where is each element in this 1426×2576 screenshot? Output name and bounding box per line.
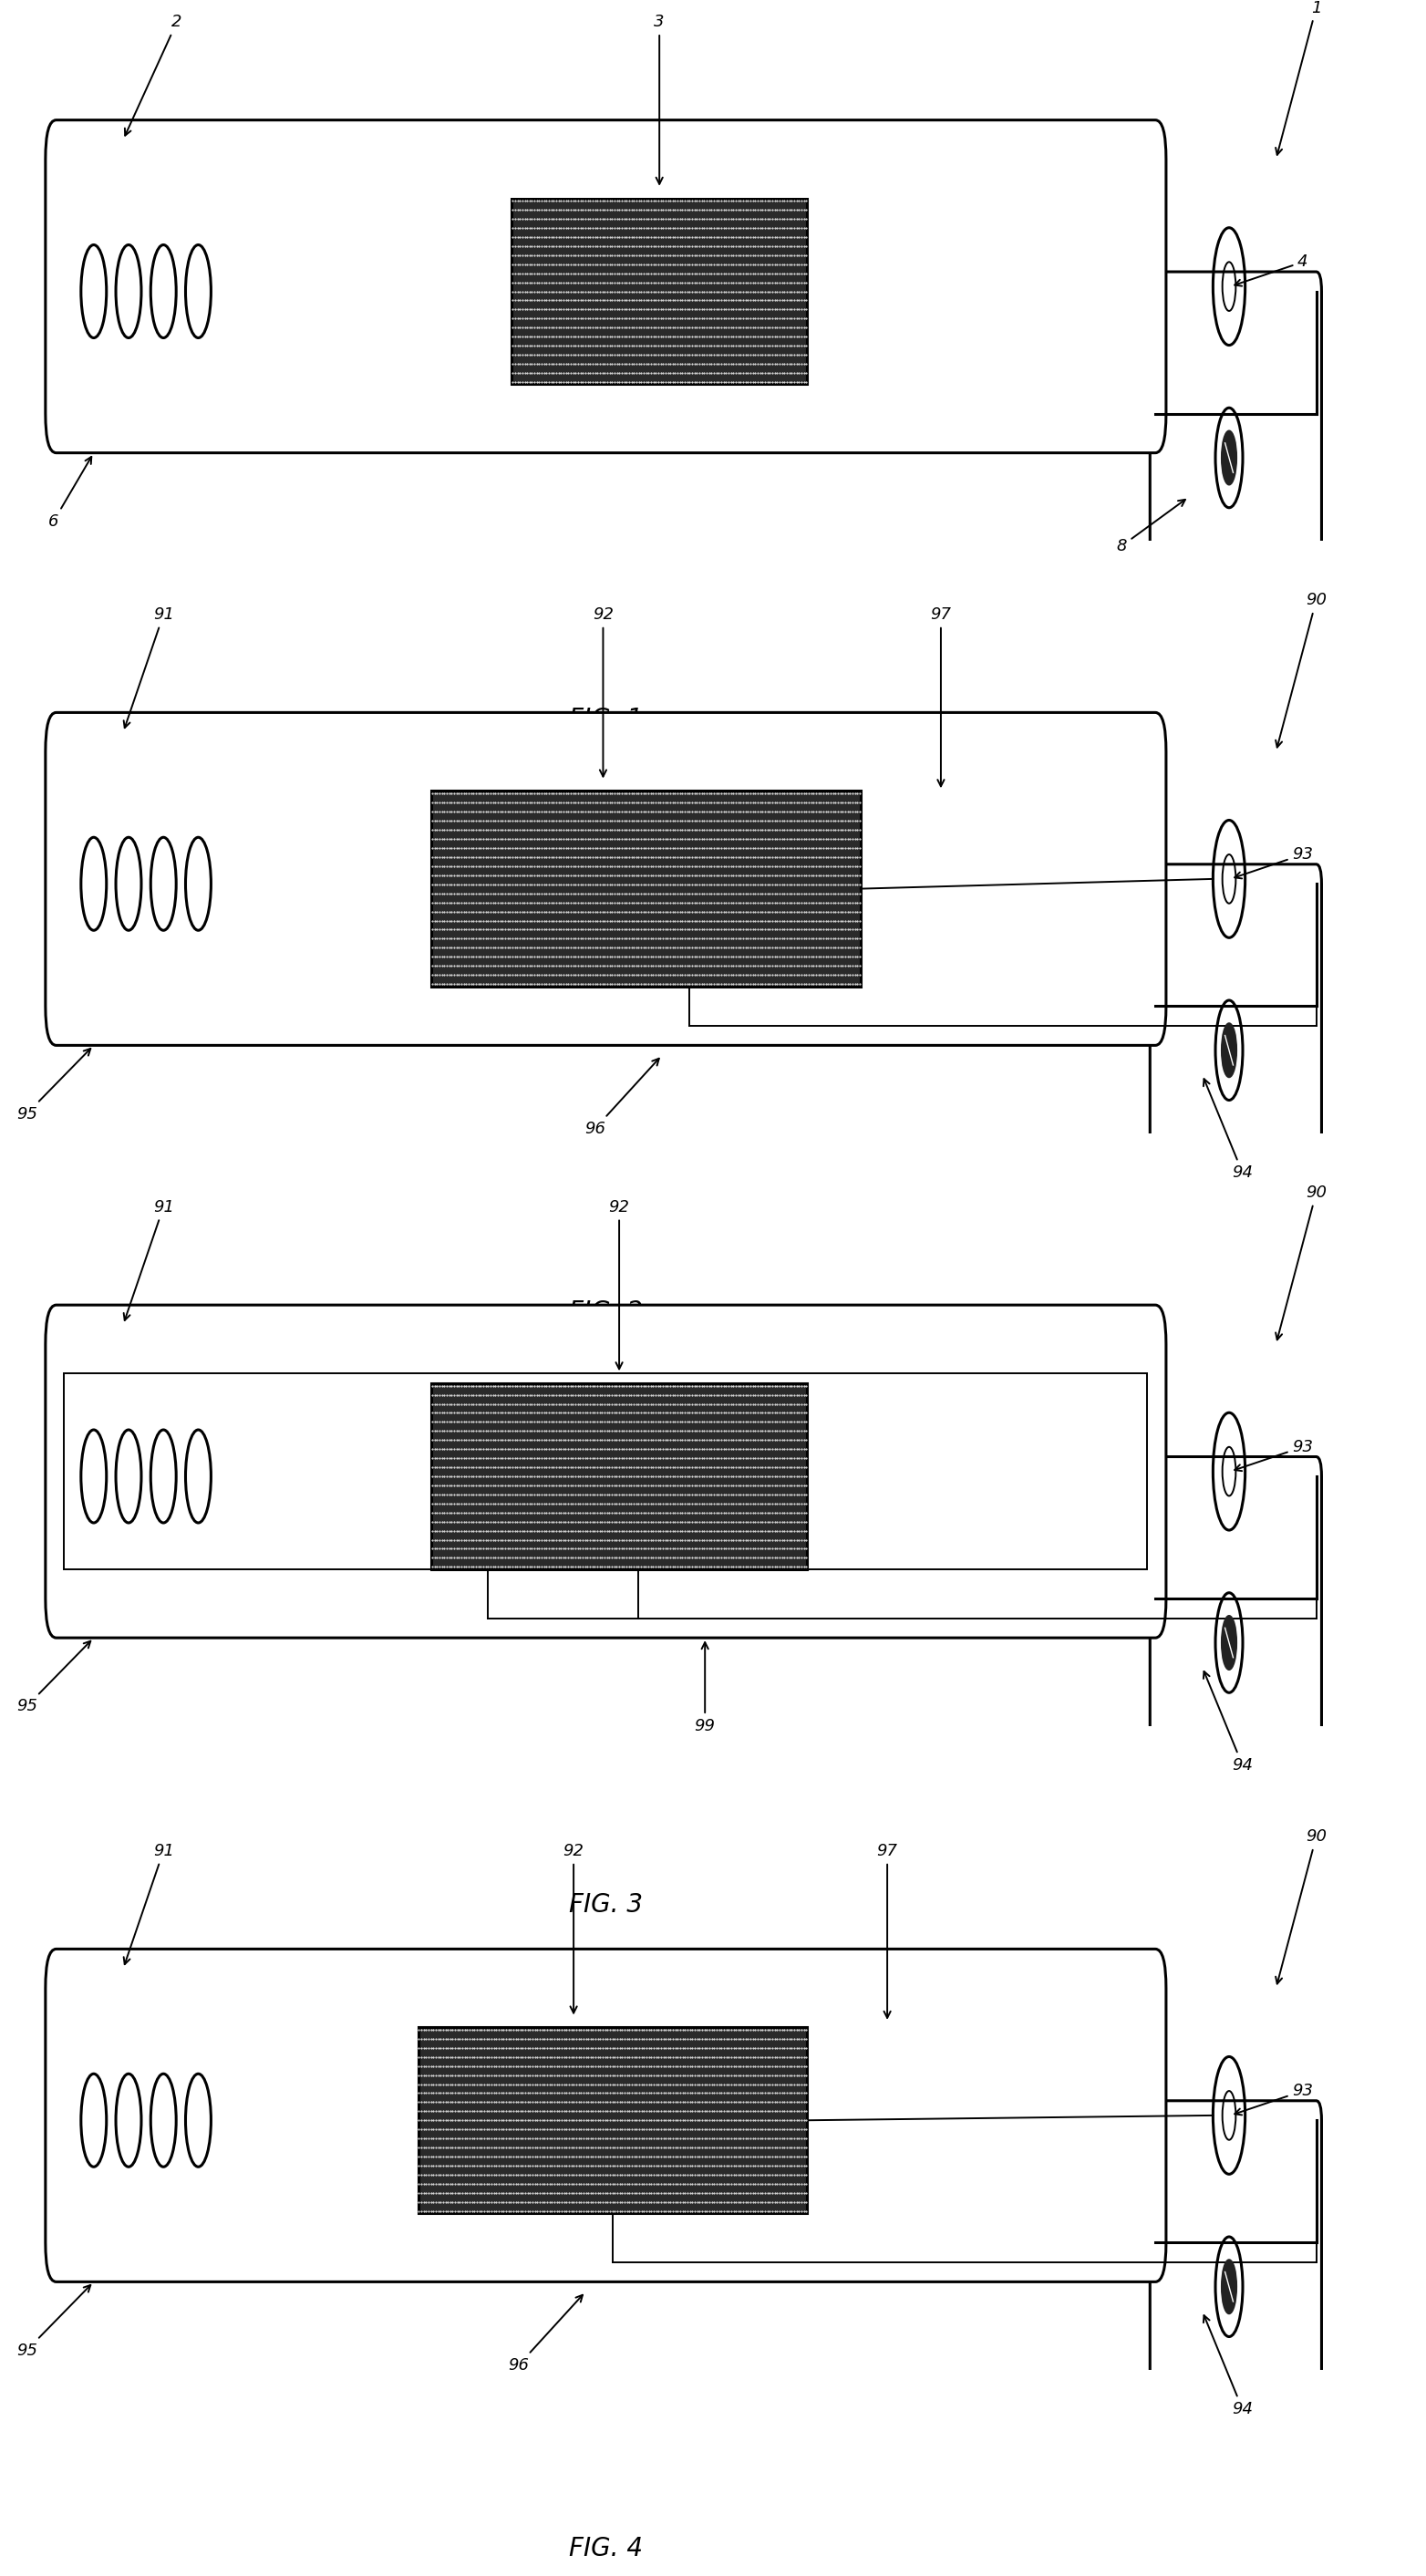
Text: (PRIOR ART): (PRIOR ART) (550, 811, 660, 829)
Text: 97: 97 (877, 1842, 898, 2017)
Bar (512, 198, 807, 384)
FancyBboxPatch shape (46, 1950, 1166, 2282)
Text: 92: 92 (609, 1198, 630, 1368)
FancyBboxPatch shape (1149, 1455, 1322, 1770)
Text: 92: 92 (563, 1842, 585, 2012)
FancyBboxPatch shape (64, 1373, 1148, 1569)
Bar (418, 2027, 807, 2213)
Text: FIG. 4: FIG. 4 (569, 2535, 643, 2561)
Circle shape (1222, 1023, 1236, 1077)
Text: 93: 93 (1235, 848, 1313, 878)
FancyBboxPatch shape (46, 121, 1166, 453)
Text: 93: 93 (1235, 1440, 1313, 1471)
Circle shape (1222, 2259, 1236, 2313)
FancyBboxPatch shape (1149, 863, 1322, 1177)
Text: 94: 94 (1204, 1672, 1253, 1772)
Text: FIG. 2: FIG. 2 (569, 1298, 643, 1324)
Text: 96: 96 (508, 2295, 583, 2372)
Text: FIG. 1: FIG. 1 (569, 706, 643, 732)
Text: 92: 92 (593, 605, 613, 775)
FancyBboxPatch shape (1149, 2102, 1322, 2414)
Text: 90: 90 (1276, 592, 1326, 747)
Circle shape (1222, 1615, 1236, 1669)
Text: 91: 91 (124, 1198, 174, 1321)
Bar (432, 1383, 807, 1569)
Text: 6: 6 (48, 456, 91, 531)
FancyBboxPatch shape (46, 1306, 1166, 1638)
Text: 91: 91 (124, 1842, 174, 1965)
Text: 1: 1 (1276, 0, 1322, 155)
Text: 97: 97 (930, 605, 951, 786)
Text: 95: 95 (16, 1641, 91, 1716)
Text: 99: 99 (694, 1643, 716, 1734)
Text: 8: 8 (1117, 500, 1185, 554)
Text: 90: 90 (1276, 1185, 1326, 1340)
Text: 91: 91 (124, 605, 174, 729)
Text: 4: 4 (1235, 255, 1308, 286)
Text: 95: 95 (16, 1048, 91, 1123)
Text: 94: 94 (1204, 2316, 1253, 2416)
Text: 96: 96 (585, 1059, 659, 1136)
Text: 3: 3 (655, 13, 665, 183)
FancyBboxPatch shape (46, 714, 1166, 1046)
Text: 94: 94 (1204, 1079, 1253, 1180)
Text: 93: 93 (1235, 2084, 1313, 2115)
Text: 95: 95 (16, 2285, 91, 2360)
Bar (432, 791, 860, 987)
Circle shape (1222, 430, 1236, 484)
FancyBboxPatch shape (1149, 270, 1322, 585)
Text: 2: 2 (125, 13, 183, 137)
Text: FIG. 3: FIG. 3 (569, 1891, 643, 1917)
Text: 90: 90 (1276, 1829, 1326, 1984)
